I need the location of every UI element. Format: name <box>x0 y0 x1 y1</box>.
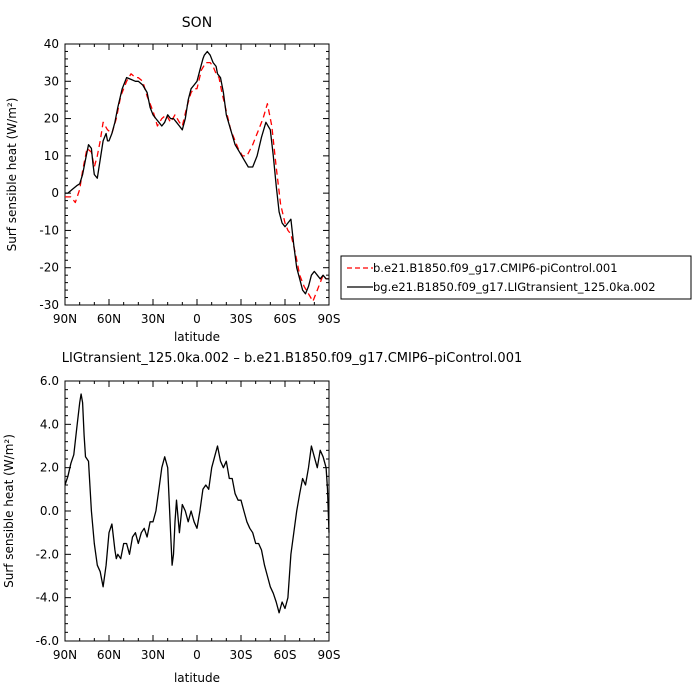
x-axis-label: latitude <box>174 671 220 685</box>
x-axis-label: latitude <box>174 330 220 344</box>
legend: b.e21.B1850.f09_g17.CMIP6-piControl.001b… <box>340 255 692 300</box>
y-axis-label: Surf sensible heat (W/m²) <box>5 98 19 252</box>
x-tick-label: 90S <box>318 648 341 662</box>
y-tick-label: -4.0 <box>36 591 59 605</box>
y-axis-label: Surf sensible heat (W/m²) <box>2 434 16 588</box>
y-tick-label: 30 <box>44 74 59 88</box>
panel-top: SON 90N 60N 30N 0 30S 60S 90S -30 -20 -10 0 10 20 30 40… <box>5 15 340 344</box>
legend-label-0: b.e21.B1850.f09_g17.CMIP6-piControl.001 <box>373 261 618 275</box>
y-tick-label: -20 <box>39 261 59 275</box>
legend-label-1: bg.e21.B1850.f09_g17.LIGtransient_125.0k… <box>373 280 656 294</box>
y-tick-label: 0.0 <box>40 504 59 518</box>
legend-box <box>340 255 692 300</box>
chart-title: SON <box>182 15 212 31</box>
x-tick-label: 0 <box>193 648 201 662</box>
y-tick-label: -30 <box>39 298 59 312</box>
y-tick-label: -10 <box>39 223 59 237</box>
x-tick-label: 90S <box>318 312 341 326</box>
y-tick-label: -2.0 <box>36 547 59 561</box>
x-tick-label: 30S <box>230 648 253 662</box>
x-tick-label: 0 <box>193 312 201 326</box>
x-tick-label: 60N <box>97 648 121 662</box>
y-tick-label: 10 <box>44 149 59 163</box>
y-tick-label: 6.0 <box>40 374 59 388</box>
x-tick-label: 30N <box>141 648 165 662</box>
x-tick-label: 30S <box>230 312 253 326</box>
series-line-0 <box>65 61 329 302</box>
y-tick-label: 4.0 <box>40 417 59 431</box>
series-line-0 <box>64 393 330 614</box>
panel-bottom: LIGtransient_125.0ka.002 – b.e21.B1850.f… <box>2 351 522 685</box>
x-tick-label: 30N <box>141 312 165 326</box>
x-tick-label: 90N <box>53 648 77 662</box>
chart-title: LIGtransient_125.0ka.002 – b.e21.B1850.f… <box>62 351 522 366</box>
x-tick-label: 90N <box>53 312 77 326</box>
y-tick-label: -6.0 <box>36 634 59 648</box>
plot-frame <box>64 43 330 306</box>
x-tick-label: 60S <box>274 648 297 662</box>
series-line-1 <box>65 50 329 295</box>
y-tick-label: 2.0 <box>40 461 59 475</box>
plot-frame <box>64 380 330 642</box>
x-tick-label: 60N <box>97 312 121 326</box>
y-tick-label: 20 <box>44 112 59 126</box>
x-tick-label: 60S <box>274 312 297 326</box>
y-tick-label: 40 <box>44 37 59 51</box>
y-tick-label: 0 <box>51 186 59 200</box>
